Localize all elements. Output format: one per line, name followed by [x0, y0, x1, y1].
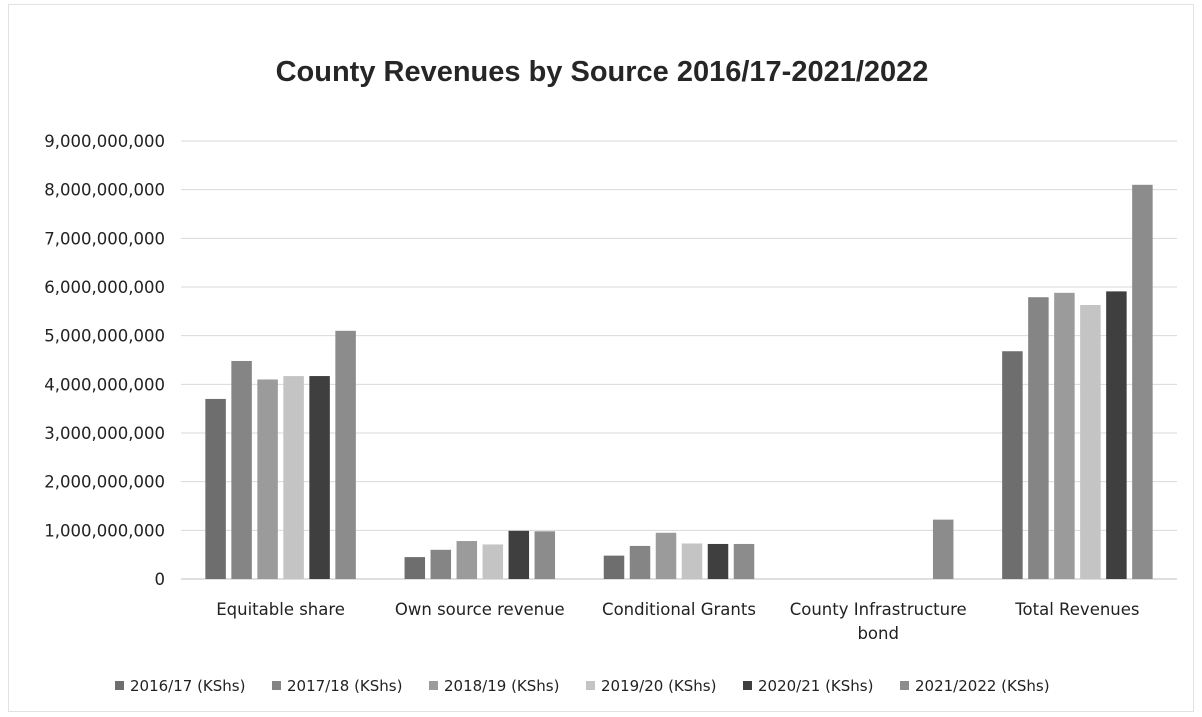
bar	[456, 541, 478, 579]
bar	[335, 330, 356, 579]
legend-label: 2018/19 (KShs)	[444, 677, 559, 695]
bar	[629, 545, 651, 579]
bar-chart: County Revenues by Source 2016/17-2021/2…	[44, 56, 1177, 695]
legend-swatch	[429, 681, 438, 690]
y-tick-label: 7,000,000,000	[44, 229, 165, 248]
bar	[231, 360, 252, 579]
y-tick-label: 0	[155, 570, 166, 589]
bar	[534, 531, 556, 579]
bar	[309, 376, 330, 579]
gridlines	[181, 140, 1177, 580]
y-axis-ticks: 0 1,000,000,000 2,000,000,000 3,000,000,000…	[44, 132, 165, 589]
x-category-label: bond	[857, 624, 899, 643]
legend-label: 2021/2022 (KShs)	[915, 677, 1050, 695]
chart-title: County Revenues by Source 2016/17-2021/2…	[276, 56, 929, 88]
legend-label: 2019/20 (KShs)	[601, 677, 716, 695]
bar	[205, 398, 226, 579]
bar	[932, 519, 954, 579]
legend: 2016/17 (KShs) 2017/18 (KShs) 2018/19 (KSh…	[115, 677, 1050, 695]
y-tick-label: 6,000,000,000	[44, 278, 165, 297]
x-category-label: Own source revenue	[395, 600, 565, 619]
chart-frame: County Revenues by Source 2016/17-2021/2…	[8, 4, 1194, 712]
bar	[655, 532, 677, 579]
legend-swatch	[743, 681, 752, 690]
bar	[430, 549, 452, 579]
bar	[283, 376, 304, 579]
legend-swatch	[272, 681, 281, 690]
y-tick-label: 8,000,000,000	[44, 181, 165, 200]
legend-swatch	[115, 681, 124, 690]
bar	[1028, 297, 1049, 579]
y-tick-label: 1,000,000,000	[44, 521, 165, 540]
legend-label: 2020/21 (KShs)	[758, 677, 873, 695]
legend-label: 2017/18 (KShs)	[287, 677, 402, 695]
x-category-label: Total Revenues	[1014, 600, 1139, 619]
x-category-label: Conditional Grants	[602, 600, 756, 619]
bar	[733, 543, 755, 579]
bar	[681, 543, 703, 579]
bar	[257, 379, 278, 579]
bar	[1106, 291, 1127, 579]
x-category-label: County Infrastructure	[790, 600, 967, 619]
y-tick-label: 5,000,000,000	[44, 327, 165, 346]
y-tick-label: 2,000,000,000	[44, 473, 165, 492]
legend-swatch	[586, 681, 595, 690]
bar	[1002, 351, 1023, 579]
y-tick-label: 4,000,000,000	[44, 375, 165, 394]
bars	[205, 184, 1153, 580]
legend-swatch	[900, 681, 909, 690]
bar	[482, 544, 504, 579]
y-tick-label: 3,000,000,000	[44, 424, 165, 443]
bar	[1054, 292, 1075, 579]
x-axis-categories: Equitable share Own source revenue Conditi…	[216, 600, 1139, 643]
bar	[404, 557, 426, 579]
bar	[1132, 184, 1153, 580]
y-tick-label: 9,000,000,000	[44, 132, 165, 151]
bar	[603, 555, 625, 579]
bar	[1080, 305, 1101, 579]
legend-label: 2016/17 (KShs)	[130, 677, 245, 695]
bar	[707, 543, 729, 579]
bar	[508, 530, 530, 579]
x-category-label: Equitable share	[216, 600, 345, 619]
